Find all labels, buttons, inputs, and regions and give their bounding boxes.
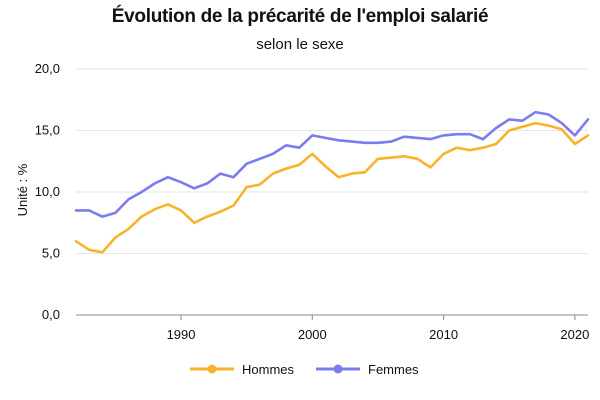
chart-subtitle: selon le sexe	[256, 36, 344, 53]
legend-label: Hommes	[242, 362, 295, 377]
x-axis-ticks: 1990 2000 2010 2020	[167, 315, 589, 342]
legend-item-hommes[interactable]: Hommes	[190, 362, 295, 377]
y-tick-label: 15,0	[35, 123, 60, 138]
legend-marker	[333, 364, 343, 374]
x-tick-label: 2010	[429, 327, 458, 342]
y-tick-label: 10,0	[35, 184, 60, 199]
y-tick-label: 5,0	[42, 246, 60, 261]
legend-marker	[207, 364, 217, 374]
y-axis-title: Unité : %	[15, 163, 30, 216]
x-tick-label: 1990	[167, 327, 196, 342]
x-tick-label: 2020	[560, 327, 589, 342]
series-line-hommes	[74, 121, 590, 254]
x-tick-label: 2000	[298, 327, 327, 342]
legend-item-femmes[interactable]: Femmes	[316, 362, 419, 377]
legend-label: Femmes	[368, 362, 419, 377]
chart-title: Évolution de la précarité de l'emploi sa…	[111, 6, 489, 27]
grid-lines	[76, 68, 588, 254]
y-tick-label: 20,0	[35, 61, 60, 76]
legend[interactable]: Hommes Femmes	[190, 362, 419, 377]
y-tick-label: 0,0	[42, 307, 60, 322]
y-axis-ticks: 0,0 5,0 10,0 15,0 20,0	[35, 61, 60, 322]
series-group	[74, 110, 590, 254]
series-line-femmes	[74, 110, 590, 218]
